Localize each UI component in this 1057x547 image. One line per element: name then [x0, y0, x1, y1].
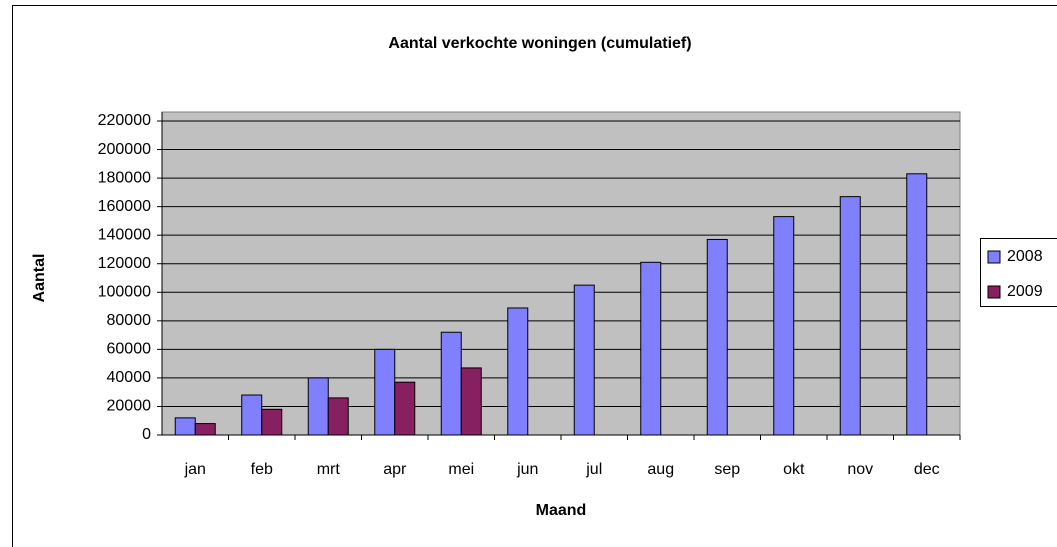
- x-axis-title: Maand: [536, 502, 587, 519]
- y-tick-label: 20000: [107, 398, 152, 415]
- bar: [460, 367, 482, 436]
- bar: [261, 408, 283, 436]
- x-tick-label: sep: [714, 461, 740, 478]
- legend-swatch: [987, 250, 1001, 264]
- legend-label: 2009: [1007, 283, 1043, 300]
- bar: [839, 196, 861, 436]
- x-tick-label: aug: [647, 461, 674, 478]
- bar: [307, 377, 329, 436]
- x-tick-label: okt: [783, 461, 805, 478]
- x-tick-label: feb: [251, 461, 273, 478]
- bar: [640, 261, 662, 436]
- x-tick-label: mrt: [317, 461, 341, 478]
- legend-label: 2008: [1007, 248, 1043, 265]
- x-tick-label: apr: [383, 461, 407, 478]
- y-tick-label: 160000: [98, 198, 151, 215]
- bar: [394, 381, 416, 436]
- bar: [327, 397, 349, 436]
- bar: [440, 331, 462, 436]
- y-tick-label: 80000: [107, 312, 152, 329]
- x-tick-label: dec: [914, 461, 940, 478]
- plot-background: [161, 111, 961, 436]
- bar: [507, 307, 529, 436]
- y-tick-label: 120000: [98, 255, 151, 272]
- bar: [773, 216, 795, 436]
- bar: [374, 348, 396, 436]
- y-tick-label: 200000: [98, 141, 151, 158]
- bar: [906, 173, 928, 436]
- y-tick-label: 40000: [107, 369, 152, 386]
- y-tick-label: 180000: [98, 169, 151, 186]
- x-tick-label: nov: [847, 461, 873, 478]
- x-tick-label: jun: [516, 461, 538, 478]
- y-tick-label: 60000: [107, 341, 152, 358]
- y-tick-label: 140000: [98, 226, 151, 243]
- y-tick-label: 0: [142, 426, 151, 443]
- chart-title: Aantal verkochte woningen (cumulatief): [388, 35, 691, 52]
- bar: [573, 284, 595, 436]
- bar: [174, 417, 196, 436]
- x-tick-label: jan: [184, 461, 206, 478]
- x-tick-label: jul: [585, 461, 602, 478]
- y-tick-label: 100000: [98, 283, 151, 300]
- y-tick-label: 220000: [98, 112, 151, 129]
- bar: [194, 423, 216, 436]
- y-axis-title: Aantal: [31, 254, 48, 303]
- x-tick-label: mei: [448, 461, 474, 478]
- bar: [241, 394, 263, 436]
- bar: [706, 238, 728, 436]
- legend-swatch: [987, 285, 1001, 299]
